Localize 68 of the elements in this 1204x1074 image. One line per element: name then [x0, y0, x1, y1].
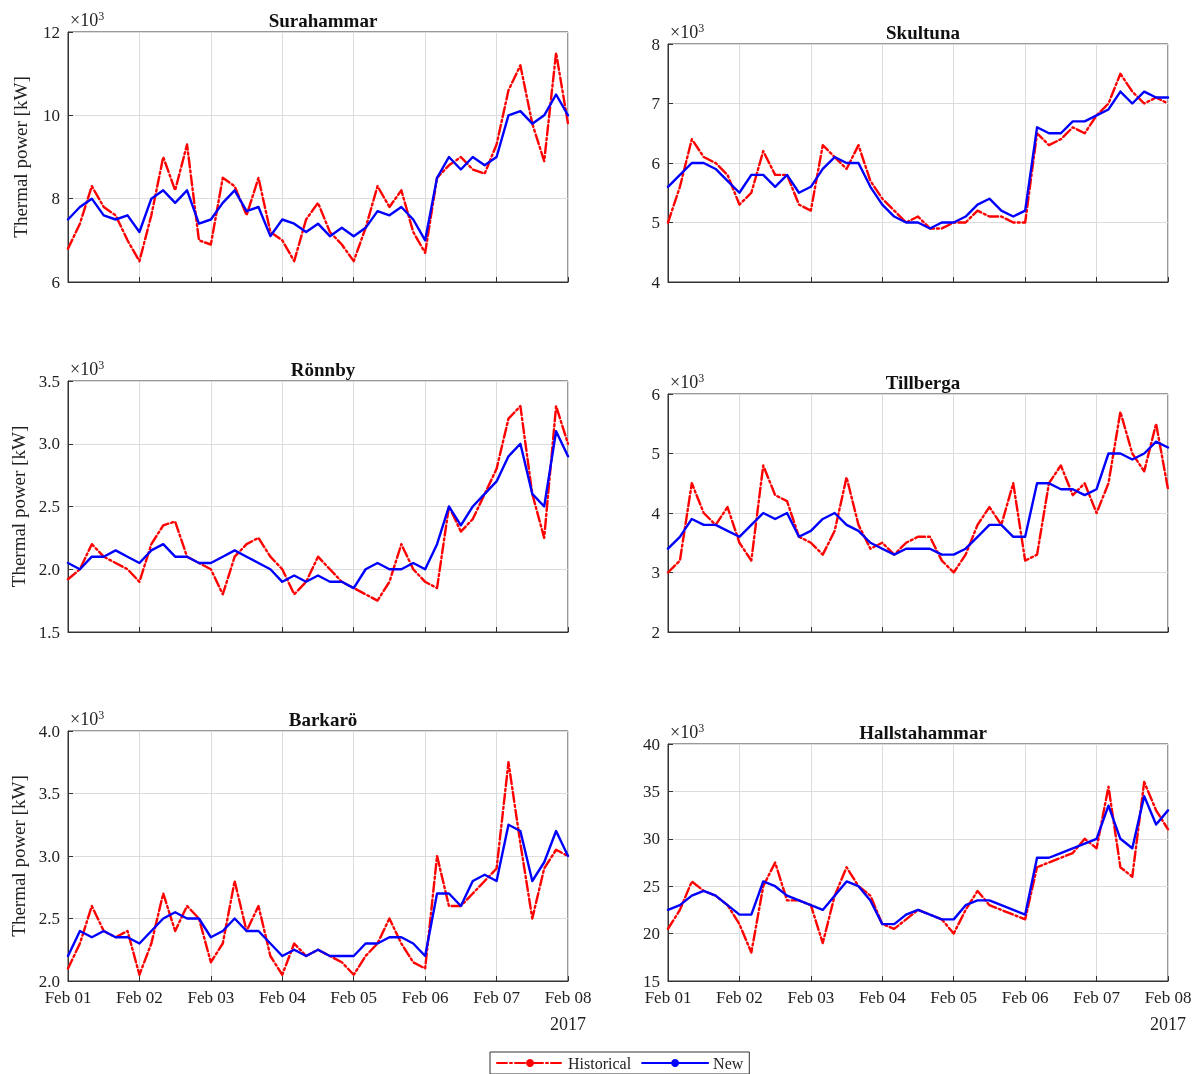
chart-title: Skultuna [886, 22, 961, 43]
y-tick-label: 2 [651, 622, 660, 642]
y-tick-label: 6 [651, 384, 660, 404]
x-tick-label: Feb 01 [44, 988, 92, 1007]
y-tick-label: 8 [51, 189, 60, 209]
y-tick-label: 3 [651, 563, 660, 582]
y-tick-label: 2.5 [38, 497, 60, 516]
y-axis-title: Thermal power [kW] [7, 425, 29, 588]
y-tick-label: 5 [651, 444, 660, 463]
x-tick-label: Feb 04 [258, 988, 307, 1007]
y-tick-label: 6 [51, 272, 60, 292]
y-tick-label: 4.0 [38, 721, 60, 741]
y-tick-label: 7 [651, 94, 661, 113]
y-tick-label: 8 [651, 34, 660, 54]
y-axis-title: Thermal power [kW] [7, 775, 29, 937]
x-tick-label: Feb 07 [1073, 988, 1121, 1007]
y-tick-label: 4 [651, 503, 661, 523]
chart-title: Rönnby [290, 359, 356, 380]
line-series [666, 794, 1170, 926]
y-tick-label: 3.5 [38, 784, 60, 803]
y-tick-label: 3.5 [38, 371, 60, 391]
line-series [66, 823, 570, 958]
chart-title: Tillberga [885, 372, 961, 393]
y-tick-label: 25 [643, 876, 660, 896]
y-axis-title: Thermal power [kW] [10, 76, 31, 238]
y-tick-label: 3.0 [38, 846, 60, 866]
x-tick-label: Feb 04 [858, 988, 907, 1007]
x-tick-label: Feb 01 [644, 988, 692, 1007]
y-tick-label: 1.5 [38, 622, 60, 642]
x-tick-label: Feb 07 [473, 988, 521, 1007]
x-tick-label: Feb 03 [787, 988, 835, 1007]
y-tick-label: 2.0 [38, 559, 60, 579]
y-tick-label: 30 [643, 829, 660, 849]
y-tick-label: 12 [43, 22, 60, 42]
x-tick-label: Feb 05 [930, 988, 978, 1007]
x-tick-label: Feb 03 [187, 988, 235, 1007]
line-series [66, 404, 570, 602]
x-tick-label: Feb 08 [1144, 988, 1192, 1007]
y-tick-label: 3.0 [38, 434, 60, 454]
x-tick-label: Feb 06 [401, 988, 449, 1007]
legend-label: Historical [568, 1054, 632, 1072]
y-tick-label: 5 [651, 213, 660, 232]
text: 2017 [1150, 1014, 1186, 1034]
x-tick-label: Feb 02 [716, 988, 763, 1007]
line-series [66, 51, 570, 263]
y-tick-label: 35 [643, 781, 660, 801]
chart-title: Surahammar [268, 10, 378, 31]
x-tick-label: Feb 08 [544, 988, 592, 1007]
text: 2017 [550, 1014, 586, 1034]
x-tick-label: Feb 05 [330, 988, 378, 1007]
y-tick-label: 15 [643, 971, 660, 991]
line-series [666, 410, 1170, 574]
line-series [66, 430, 570, 590]
line-series [666, 440, 1170, 556]
chart-title: Barkarö [288, 709, 358, 730]
chart-title: Hallstahammar [859, 722, 988, 743]
line-series [666, 780, 1170, 954]
line-series [66, 93, 570, 242]
y-tick-label: 2.0 [38, 971, 60, 991]
y-tick-label: 4 [651, 272, 661, 292]
y-tick-label: 20 [643, 924, 660, 944]
y-tick-label: 2.5 [38, 909, 60, 928]
y-tick-label: 10 [43, 105, 60, 125]
y-tick-label: 40 [643, 734, 660, 754]
y-tick-label: 6 [651, 153, 660, 173]
x-tick-label: Feb 06 [1001, 988, 1049, 1007]
x-tick-label: Feb 02 [116, 988, 163, 1007]
legend-label: New [713, 1054, 744, 1072]
